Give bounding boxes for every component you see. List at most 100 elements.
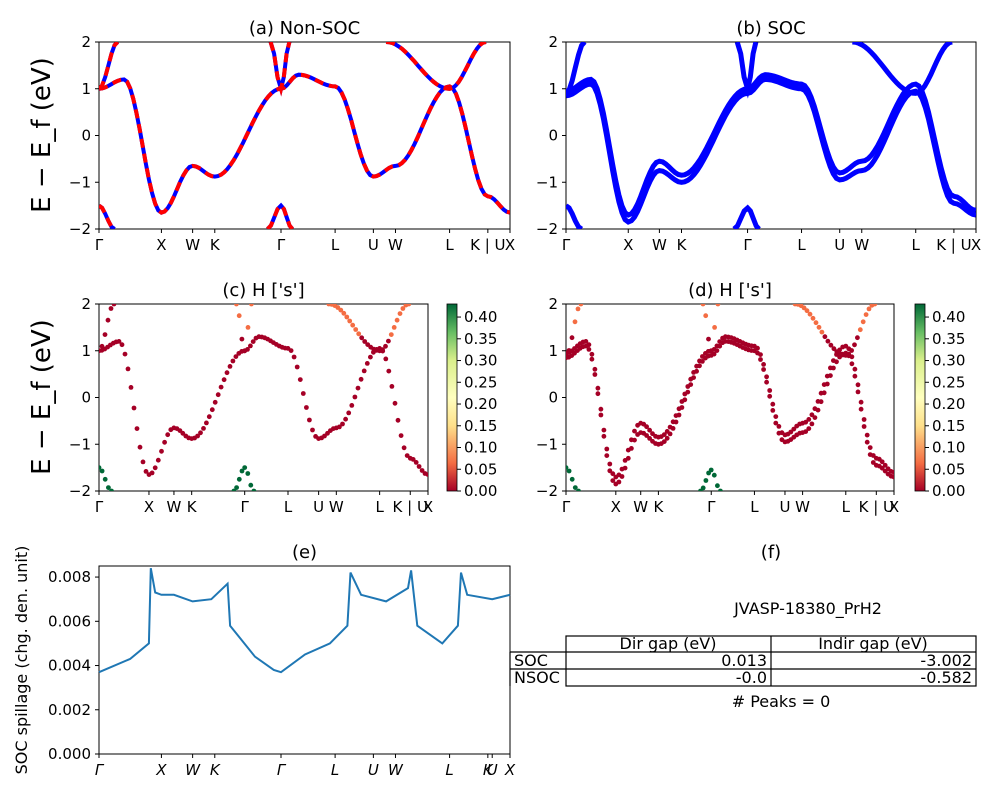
scatter-point — [891, 474, 894, 480]
scatter-point — [152, 465, 158, 471]
scatter-point — [297, 377, 303, 382]
scatter-point — [867, 445, 873, 450]
y-tick-label: 2 — [548, 295, 558, 313]
y-tick-label: 2 — [548, 33, 558, 51]
y-tick-label: 0.008 — [48, 568, 91, 586]
scatter-point — [715, 304, 721, 307]
colorbar-tick-label: 0.10 — [464, 439, 497, 457]
scatter-point — [824, 381, 830, 387]
scatter-point — [212, 399, 218, 405]
colorbar-bar — [446, 303, 458, 492]
y-tick-label: 0.006 — [48, 612, 91, 630]
scatter-point — [234, 485, 240, 490]
scatter-point — [767, 388, 773, 393]
scatter-point — [776, 430, 782, 436]
scatter-point — [221, 377, 227, 383]
scatter-point — [860, 319, 866, 325]
y-tick-label: −2 — [69, 482, 91, 500]
scatter-point — [419, 468, 425, 473]
scatter-point — [364, 361, 370, 366]
scatter-point — [575, 306, 581, 312]
scatter-point — [340, 421, 345, 427]
scatter-point — [572, 319, 578, 325]
scatter-points — [99, 304, 428, 491]
scatter-point — [149, 470, 155, 476]
scatter-point — [155, 457, 161, 463]
scatter-point — [592, 372, 598, 377]
scatter-point — [604, 453, 610, 458]
scatter-point — [706, 336, 711, 342]
panel-f-title: (f) — [761, 542, 781, 563]
y-axis-label: E − E_f (eV) — [27, 57, 57, 213]
x-tick-label: L — [912, 236, 921, 254]
scatter-point — [134, 426, 140, 431]
scatter-point — [566, 465, 569, 470]
scatter-point — [245, 471, 251, 476]
scatter-point — [821, 390, 827, 396]
band-line-blue — [734, 42, 759, 99]
y-tick-label: −2 — [69, 220, 91, 238]
scatter-point — [625, 455, 631, 461]
scatter-point — [864, 432, 870, 438]
scatter-point — [165, 432, 171, 438]
scatter-point — [864, 439, 870, 445]
scatter-point — [761, 362, 766, 367]
y-tick-label: 0 — [548, 127, 558, 145]
scatter-point — [578, 304, 584, 307]
scatter-point — [162, 439, 168, 445]
scatter-point — [230, 358, 236, 364]
x-tick-label: Γ — [743, 236, 752, 254]
scatter-point — [343, 416, 348, 422]
scatter-point — [131, 405, 137, 411]
y-tick-label: −1 — [69, 173, 91, 191]
scatter-point — [622, 465, 628, 471]
scatter-point — [337, 424, 342, 430]
scatter-point — [595, 385, 601, 391]
x-tick-label: Γ — [241, 498, 250, 516]
panel-f-table: (f) JVASP-18380_PrH2 Dir gap (eV) Indir … — [509, 542, 977, 711]
x-tick-label: U — [834, 236, 845, 254]
scatter-point — [233, 354, 239, 359]
x-tick-label: K — [653, 498, 664, 516]
x-tick-label: W — [854, 236, 869, 254]
scatter-point — [647, 436, 652, 441]
scatter-point — [234, 304, 239, 307]
colorbar-c: 0.40 0.35 0.30 0.25 0.20 0.15 0.10 0.05 0.00 — [446, 303, 497, 500]
x-tick-label: K | U — [859, 498, 894, 516]
scatter-point — [764, 374, 769, 380]
scatter-point — [855, 382, 861, 388]
scatter-point — [250, 339, 256, 344]
scatter-point — [398, 433, 404, 438]
colorbar-tick-label: 0.20 — [932, 395, 965, 413]
x-tick-label: Γ — [95, 498, 104, 516]
scatter-point — [108, 306, 114, 311]
table-cell: -3.002 — [920, 651, 972, 670]
scatter-point — [676, 412, 682, 418]
scatter-point — [863, 312, 869, 317]
scatter-point — [715, 483, 720, 489]
x-tick-label: K — [187, 498, 198, 516]
scatter-point — [598, 406, 604, 412]
scatter-point — [350, 322, 356, 328]
x-tick-label: X — [505, 236, 515, 254]
scatter-points — [566, 304, 894, 491]
scatter-point — [644, 433, 649, 438]
x-tick-label: U — [368, 761, 379, 779]
scatter-point — [576, 488, 581, 491]
scatter-point — [392, 400, 398, 406]
x-tick-label: L — [284, 498, 293, 516]
scatter-point — [809, 412, 815, 418]
colorbar-tick-label: 0.15 — [932, 417, 965, 435]
x-tick-label: K | U — [393, 498, 428, 516]
scatter-point — [691, 375, 696, 380]
x-tick-label: W — [185, 236, 200, 254]
scatter-point — [236, 476, 242, 482]
scatter-point — [248, 482, 254, 488]
scatter-point — [685, 389, 691, 395]
scatter-point — [359, 335, 365, 341]
scatter-point — [566, 468, 572, 474]
x-tick-label: L — [797, 236, 806, 254]
scatter-point — [361, 368, 367, 374]
